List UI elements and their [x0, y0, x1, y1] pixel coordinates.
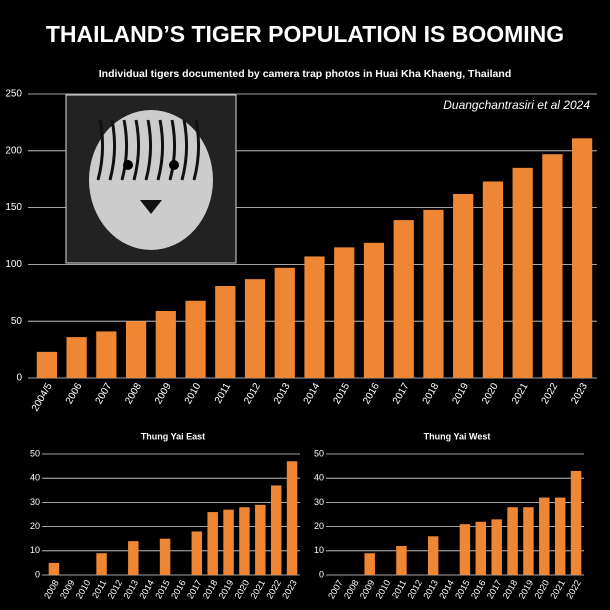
bar: [66, 337, 87, 378]
bar: [491, 519, 502, 575]
tiger-stripe: [96, 119, 105, 181]
tiger-stripe: [144, 119, 153, 181]
bar: [159, 538, 171, 575]
y-tick-label: 0: [35, 569, 40, 579]
bar: [427, 536, 439, 575]
bar: [155, 310, 176, 378]
main-title: THAILAND’S TIGER POPULATION IS BOOMING: [46, 21, 564, 47]
bar: [334, 247, 355, 378]
bar: [274, 267, 295, 378]
y-tick-label: 30: [30, 497, 40, 507]
bar: [396, 545, 407, 575]
bar: [459, 524, 471, 575]
y-tick-label: 10: [314, 545, 324, 555]
y-tick-label: 50: [11, 316, 23, 327]
tiger-stripe: [120, 119, 129, 181]
tiger-nose: [140, 200, 162, 214]
bar: [128, 541, 139, 575]
bar: [239, 507, 250, 575]
tiger-stripe: [156, 119, 165, 181]
y-tick-label: 0: [319, 569, 324, 579]
bar: [286, 461, 298, 575]
bar: [207, 512, 218, 575]
bar: [475, 521, 487, 575]
tiger-stripe: [108, 119, 117, 181]
bar: [304, 256, 325, 378]
bar: [191, 531, 203, 575]
bar: [512, 167, 533, 378]
tiger-stripe: [192, 119, 201, 181]
y-tick-label: 150: [5, 202, 22, 213]
y-tick-label: 50: [30, 448, 40, 458]
bar: [270, 485, 282, 575]
y-tick-label: 30: [314, 497, 324, 507]
y-tick-label: 250: [5, 89, 22, 100]
tiger-stripe: [168, 119, 177, 181]
bar: [364, 553, 375, 575]
tiger-stripe: [180, 119, 189, 181]
bar: [572, 138, 593, 378]
bar: [482, 181, 504, 378]
chart-title: Thung Yai West: [424, 431, 491, 441]
bar: [96, 331, 117, 378]
y-tick-label: 50: [314, 448, 324, 458]
bar: [125, 321, 147, 378]
y-tick-label: 100: [5, 259, 22, 270]
bar: [363, 242, 385, 378]
y-tick-label: 0: [16, 373, 22, 384]
citation: Duangchantrasiri et al 2024: [443, 98, 590, 112]
bar: [523, 507, 534, 575]
y-tick-label: 40: [30, 473, 40, 483]
y-tick-label: 20: [30, 521, 40, 531]
bar: [255, 504, 266, 575]
tiger-image: [65, 94, 237, 264]
bar: [507, 507, 518, 575]
bar: [423, 209, 444, 378]
bar: [539, 497, 550, 575]
bar: [244, 279, 266, 378]
bar: [570, 470, 582, 575]
y-tick-label: 200: [5, 145, 22, 156]
bar: [48, 562, 60, 575]
bar: [554, 497, 566, 575]
bar: [96, 553, 107, 575]
y-tick-label: 20: [314, 521, 324, 531]
y-tick-label: 10: [30, 545, 40, 555]
bar: [393, 220, 414, 378]
bar: [542, 154, 563, 378]
subtitle: Individual tigers documented by camera t…: [99, 68, 511, 80]
bar: [223, 509, 234, 575]
bar: [215, 285, 236, 378]
bar: [36, 351, 57, 378]
bar: [453, 193, 474, 378]
tiger-face: [89, 110, 213, 250]
tiger-stripe: [132, 119, 141, 181]
y-tick-label: 40: [314, 473, 324, 483]
tiger-eye: [169, 160, 179, 170]
tiger-eye: [123, 160, 133, 170]
chart-title: Thung Yai East: [141, 431, 205, 441]
bar: [185, 300, 206, 378]
